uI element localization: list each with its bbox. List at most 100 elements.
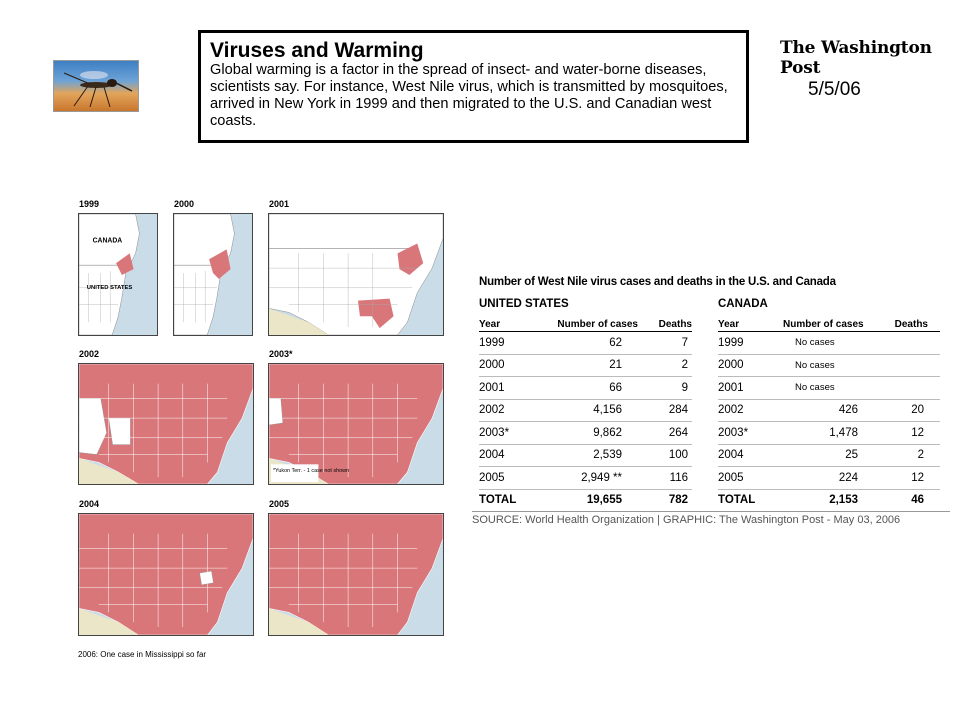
- cell-cases: 2,153: [829, 494, 858, 507]
- table-row: 2001 66 9: [479, 377, 692, 400]
- map-year-label: 1999: [79, 199, 100, 209]
- cell-year: 2002: [718, 404, 744, 417]
- cell-cases: 25: [845, 449, 858, 462]
- cell-deaths: 2: [681, 359, 688, 372]
- cell-year: 2004: [479, 449, 505, 462]
- cell-cases: 19,655: [586, 494, 622, 507]
- cell-cases: 426: [838, 404, 858, 417]
- cell-cases: No cases: [795, 382, 835, 394]
- map-label-us: UNITED STATES: [87, 285, 133, 291]
- cell-cases: No cases: [795, 359, 835, 371]
- map-note-2003: *Yukon Terr. - 1 case not shown: [273, 468, 349, 474]
- us-table: UNITED STATES Year Number of cases Death…: [479, 298, 692, 511]
- cell-year: 2005: [479, 471, 505, 484]
- cell-year: 2001: [479, 381, 505, 394]
- cell-deaths: 264: [668, 426, 688, 439]
- map-year-label: 2003*: [269, 349, 293, 359]
- map-year-label: 2002: [79, 349, 100, 359]
- table-row: 2003* 1,478 12: [718, 422, 940, 445]
- cell-deaths: 2: [917, 449, 924, 462]
- headline-title: Viruses and Warming: [210, 39, 424, 62]
- publication-logo: The Washington Post: [780, 38, 932, 78]
- source-credit: SOURCE: World Health Organization | GRAP…: [472, 511, 950, 526]
- cell-year: 1999: [718, 336, 744, 349]
- map-label-canada: CANADA: [93, 238, 123, 245]
- map-2000: [173, 213, 253, 336]
- map-year-label: 2001: [269, 199, 290, 209]
- cell-year: 2005: [718, 471, 744, 484]
- table-row-total: TOTAL 2,153 46: [718, 490, 940, 512]
- header-cases: Number of cases: [783, 319, 864, 330]
- cell-year: 2003*: [479, 426, 510, 439]
- table-row: 2003* 9,862 264: [479, 422, 692, 445]
- cell-deaths: 20: [911, 404, 924, 417]
- map-2001: [268, 213, 444, 336]
- table-row: 2004 25 2: [718, 445, 940, 467]
- cell-deaths: 12: [911, 471, 924, 484]
- cell-year: 2000: [718, 359, 744, 372]
- cell-cases: 1,478: [829, 426, 858, 439]
- cell-year: 2002: [479, 404, 505, 417]
- cell-cases: 224: [838, 471, 858, 484]
- headline-box: Viruses and Warming Global warming is a …: [198, 30, 749, 143]
- cell-deaths: 7: [681, 336, 688, 349]
- table-row: 2000 21 2: [479, 355, 692, 377]
- canada-table: CANADA Year Number of cases Deaths 1999 N…: [718, 298, 940, 511]
- map-1999: CANADA UNITED STATES: [78, 213, 158, 336]
- cell-deaths: 116: [669, 471, 688, 484]
- cell-deaths: 46: [911, 494, 924, 507]
- us-table-header: Year Number of cases Deaths: [479, 315, 692, 332]
- cell-cases: 62: [609, 336, 622, 349]
- table-row: 2002 426 20: [718, 400, 940, 422]
- table-row: 2005 2,949 ** 116: [479, 467, 692, 490]
- cell-deaths: 782: [668, 494, 688, 507]
- cell-deaths: 12: [911, 426, 924, 439]
- date-label: 5/5/06: [808, 79, 861, 100]
- cell-year: 2003*: [718, 426, 749, 439]
- cell-year: 2001: [718, 381, 744, 394]
- map-year-label: 2000: [174, 199, 195, 209]
- cell-year: 1999: [479, 336, 505, 349]
- map-year-label: 2005: [269, 499, 290, 509]
- table-row: 1999 No cases: [718, 332, 940, 355]
- canada-table-header: Year Number of cases Deaths: [718, 315, 940, 332]
- cell-deaths: 284: [668, 404, 688, 417]
- canada-table-country: CANADA: [718, 298, 768, 310]
- map-year-label: 2004: [79, 499, 100, 509]
- cell-deaths: 100: [668, 449, 688, 462]
- table-row: 2002 4,156 284: [479, 400, 692, 422]
- cell-cases: 9,862: [593, 426, 622, 439]
- cell-cases: 2,949 **: [581, 471, 622, 484]
- us-table-country: UNITED STATES: [479, 298, 569, 310]
- table-row-total: TOTAL 19,655 782: [479, 490, 692, 512]
- map-2003: *Yukon Terr. - 1 case not shown: [268, 363, 444, 485]
- table-title: Number of West Nile virus cases and deat…: [479, 276, 836, 288]
- header-year: Year: [479, 319, 501, 330]
- cell-deaths: 9: [681, 381, 688, 394]
- map-2004: [78, 513, 254, 636]
- map-2002: [78, 363, 254, 485]
- mosquito-photo: [53, 60, 139, 112]
- cell-cases: No cases: [795, 337, 835, 349]
- map-footnote: 2006: One case in Mississippi so far: [78, 650, 207, 659]
- cell-cases: 66: [609, 381, 622, 394]
- table-row: 2005 224 12: [718, 467, 940, 490]
- header-cases: Number of cases: [557, 319, 638, 330]
- table-row: 1999 62 7: [479, 332, 692, 355]
- cell-year: TOTAL: [718, 494, 756, 507]
- header-year: Year: [718, 319, 740, 330]
- header-deaths: Deaths: [658, 319, 692, 330]
- cell-year: 2004: [718, 449, 744, 462]
- mosquito-icon: [63, 71, 133, 108]
- cell-year: 2000: [479, 359, 505, 372]
- table-row: 2001 No cases: [718, 377, 940, 400]
- table-row: 2004 2,539 100: [479, 445, 692, 467]
- cell-cases: 2,539: [593, 449, 622, 462]
- header-deaths: Deaths: [894, 319, 928, 330]
- table-row: 2000 No cases: [718, 355, 940, 377]
- headline-body: Global warming is a factor in the spread…: [210, 62, 728, 129]
- cell-cases: 4,156: [593, 404, 622, 417]
- cell-year: TOTAL: [479, 494, 517, 507]
- cell-cases: 21: [609, 359, 622, 372]
- map-2005: [268, 513, 444, 636]
